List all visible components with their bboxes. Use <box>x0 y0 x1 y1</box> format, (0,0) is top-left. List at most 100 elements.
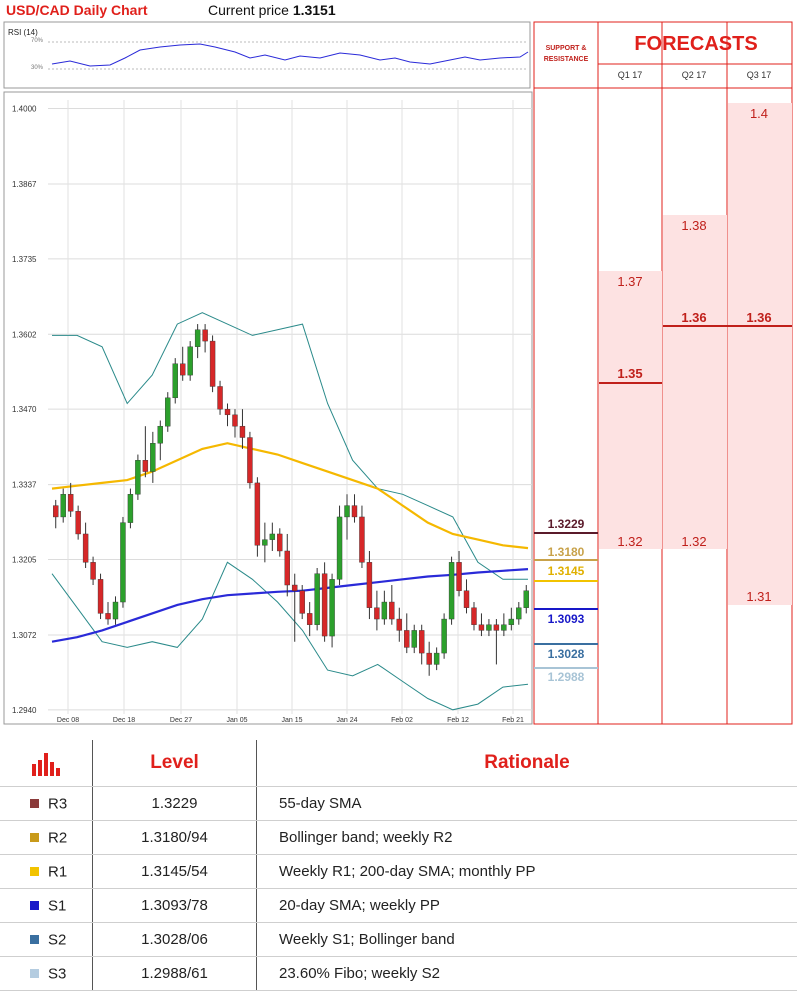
x-tick-label: Dec 18 <box>113 717 135 724</box>
sr-label-s1: 1.3093 <box>547 612 585 626</box>
y-tick-label: 1.4000 <box>12 105 37 114</box>
candle-body <box>224 408 231 416</box>
candle-body <box>194 329 201 347</box>
candle-body <box>150 443 156 472</box>
candle-body <box>105 613 111 620</box>
x-tick-label: Jan 05 <box>226 717 247 724</box>
candle-body <box>172 363 178 399</box>
forecast-range-q3 <box>728 103 792 605</box>
table-row: S3 1.2988/61 23.60% Fibo; weekly S2 <box>0 956 797 991</box>
forecast-q2-low: 1.32 <box>681 534 707 549</box>
sma55-line <box>51 442 529 550</box>
table-header-rationale: Rationale <box>256 740 797 787</box>
row-id-cell: S1 <box>0 888 93 923</box>
candle-body <box>523 590 529 608</box>
candle-body <box>419 630 425 654</box>
row-rationale: Weekly S1; Bollinger band <box>256 922 797 957</box>
candle-body <box>60 494 66 518</box>
r3-color-swatch <box>30 799 39 809</box>
row-level: 1.3028/06 <box>92 922 257 957</box>
current-price: Current price 1.3151 <box>208 2 336 18</box>
candle-body <box>247 437 253 484</box>
forecast-q3-high: 1.4 <box>749 106 769 121</box>
support-resistance-title: SUPPORT & RESISTANCE <box>535 43 597 65</box>
s2-color-swatch <box>30 935 39 945</box>
r2-color-swatch <box>30 833 39 843</box>
rsi-lower-label: 30% <box>31 65 44 71</box>
candle-body <box>120 522 126 603</box>
rsi-upper-label: 70% <box>31 38 44 44</box>
forecast-q1-high: 1.37 <box>617 274 643 289</box>
candle-body <box>262 539 268 546</box>
candle-body <box>165 397 171 427</box>
table-row: S1 1.3093/78 20-day SMA; weekly PP <box>0 888 797 923</box>
levels-table: Level Rationale R3 1.3229 55-day SMA R2 … <box>0 740 797 991</box>
candle-body <box>254 482 261 546</box>
chart-title: USD/CAD Daily Chart <box>6 2 148 18</box>
candle-body <box>142 460 149 472</box>
x-tick-label: Feb 02 <box>391 717 413 724</box>
x-tick-label: Jan 15 <box>281 717 302 724</box>
candle-body <box>493 624 500 631</box>
y-tick-label: 1.3470 <box>12 405 37 414</box>
forecast-q3-low: 1.31 <box>746 589 772 604</box>
current-price-label: Current price <box>208 2 289 18</box>
candle-body <box>269 533 276 540</box>
candle-body <box>336 516 343 580</box>
quarter-q2: Q2 17 <box>681 70 707 80</box>
candle-body <box>516 607 522 620</box>
sr-label-s3: 1.2988 <box>547 670 585 684</box>
candle-body <box>217 386 223 410</box>
candle-body <box>232 414 238 427</box>
r1-color-swatch <box>30 867 39 877</box>
candle-body <box>448 562 455 620</box>
x-tick-label: Dec 08 <box>57 717 79 724</box>
candle-body <box>306 613 313 625</box>
y-tick-label: 1.3735 <box>12 255 37 264</box>
y-tick-label: 1.2940 <box>12 706 37 715</box>
candle-body <box>508 618 515 625</box>
candle-body <box>471 607 477 625</box>
y-tick-label: 1.3867 <box>12 180 37 189</box>
forecast-q2-high: 1.38 <box>681 218 707 233</box>
candle-body <box>463 590 470 608</box>
candle-body <box>82 533 89 563</box>
row-rationale: 23.60% Fibo; weekly S2 <box>256 956 797 991</box>
candle-body <box>366 562 373 608</box>
candle-body <box>97 579 104 614</box>
candle-body <box>202 329 208 342</box>
forecasts-title: FORECASTS <box>634 33 758 55</box>
row-id: R1 <box>48 863 68 881</box>
sma200-line <box>51 568 529 643</box>
candle-body <box>486 624 492 631</box>
row-id: S2 <box>48 931 67 949</box>
candle-body <box>321 573 328 637</box>
row-rationale: 55-day SMA <box>256 786 797 821</box>
sr-label-r3: 1.3229 <box>547 517 585 531</box>
x-tick-label: Feb 12 <box>447 717 469 724</box>
table-row: R3 1.3229 55-day SMA <box>0 786 797 821</box>
bollinger-lower-line <box>51 561 529 711</box>
row-rationale: Weekly R1; 200-day SMA; monthly PP <box>256 854 797 889</box>
x-tick-label: Jan 24 <box>336 717 357 724</box>
row-id-cell: R2 <box>0 820 93 855</box>
rsi-line <box>51 43 529 67</box>
candle-body <box>396 618 402 631</box>
candle-body <box>411 630 417 648</box>
candle-body <box>90 562 96 580</box>
candle-body <box>456 562 462 591</box>
row-id-cell: R3 <box>0 786 93 821</box>
candle-body <box>478 624 485 631</box>
row-id-cell: R1 <box>0 854 93 889</box>
candle-body <box>239 425 246 438</box>
quarter-q1: Q1 17 <box>617 70 643 80</box>
candle-body <box>359 516 365 563</box>
row-level: 1.3093/78 <box>92 888 257 923</box>
table-header-level: Level <box>92 740 257 787</box>
table-row: R2 1.3180/94 Bollinger band; weekly R2 <box>0 820 797 855</box>
candle-body <box>157 425 163 444</box>
forecast-range-q2 <box>663 215 727 549</box>
candle-body <box>299 590 305 614</box>
current-price-value: 1.3151 <box>292 2 336 18</box>
candle-body <box>187 346 193 376</box>
